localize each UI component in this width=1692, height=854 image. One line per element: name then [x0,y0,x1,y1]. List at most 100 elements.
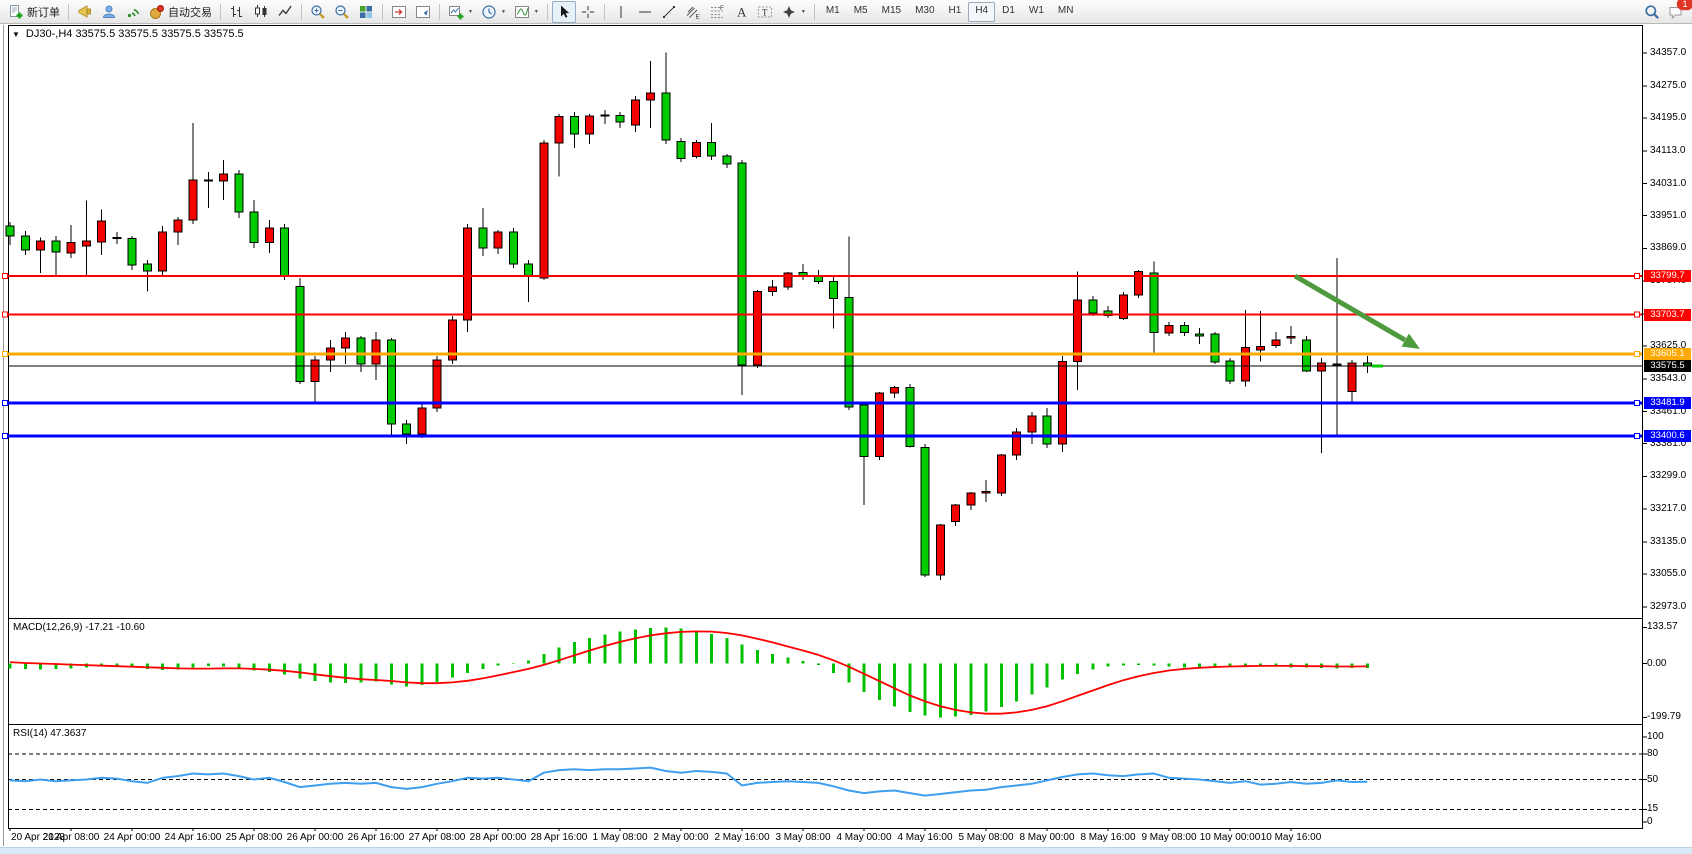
crosshair-button[interactable] [576,1,600,23]
bar-chart-icon [229,4,245,20]
zoom-out-button[interactable] [330,1,354,23]
trend-arrow-annotation[interactable] [1293,273,1420,349]
time-tick-label: 9 May 08:00 [1141,832,1197,843]
line-handle[interactable] [1634,351,1640,357]
candle [1118,292,1128,320]
horizontal-line[interactable] [2,400,1643,407]
line-handle[interactable] [1634,400,1640,407]
chevron-down-icon[interactable]: ▼ [800,8,806,15]
time-tick-label: 24 Apr 00:00 [103,832,161,843]
candle [478,208,488,256]
arrows-icon [781,4,797,20]
candle [341,332,350,364]
fibonacci-button[interactable]: F [705,1,729,23]
alerts-button[interactable] [73,1,97,23]
candle [447,316,457,364]
timeframe-m1-button[interactable]: M1 [825,4,840,16]
chart-shift-icon [391,4,407,20]
time-tick-label: 24 Apr 16:00 [164,832,222,843]
new-order-button[interactable]: 新订单 [4,1,64,23]
line-handle[interactable] [1634,432,1640,439]
svg-text:T: T [762,7,768,17]
candle [661,52,671,144]
text-button[interactable]: A [729,1,753,23]
zoom-out-icon [334,4,350,20]
zoom-in-button[interactable] [306,1,330,23]
candle [630,96,640,132]
macd-histogram [8,627,1369,718]
line-handle[interactable] [2,400,8,407]
template-icon [514,4,530,20]
tile-windows-icon [358,4,374,20]
person-icon [101,4,117,20]
time-tick-label: 26 Apr 16:00 [347,832,405,843]
rsi-line [9,766,1368,797]
arrows-button[interactable]: ▼ [777,1,810,23]
text-icon: A [733,4,749,20]
toolbar-separator [68,3,69,20]
notifications-button[interactable]: 1 [1664,0,1692,23]
community-button[interactable] [97,1,121,23]
horizontal-line[interactable] [2,351,1643,357]
channel-button[interactable]: E [681,1,705,23]
timeframe-d1-button[interactable]: D1 [1002,4,1015,16]
time-tick-label: 20 Apr 2023 [11,832,65,843]
chevron-down-icon[interactable]: ▼ [500,8,506,15]
candle [1073,271,1082,390]
chevron-down-icon[interactable]: ▼ [533,8,539,15]
candle [524,260,533,302]
timeframe-h1-button[interactable]: H1 [948,4,962,16]
candle [798,264,808,280]
period-button[interactable]: ▼ [477,1,510,23]
candle [66,225,76,258]
cursor-button[interactable] [551,0,576,23]
chevron-down-icon[interactable]: ▼ [468,8,473,15]
auto-trading-button[interactable]: 自动交易 [145,1,216,23]
candle [783,272,793,290]
timeframe-w1-button[interactable]: W1 [1028,4,1044,16]
candle [676,138,686,162]
line-handle[interactable] [1634,311,1640,318]
fibonacci-icon: F [709,4,725,20]
line-handle[interactable] [1634,273,1640,280]
search-button[interactable] [1640,1,1664,23]
line-handle[interactable] [2,351,8,357]
vertical-line-button[interactable] [609,1,633,23]
candlestick-chart-button[interactable] [249,1,273,23]
line-handle[interactable] [2,273,8,280]
timeframe-mn-button[interactable]: MN [1057,4,1074,16]
bar-chart-button[interactable] [225,1,249,23]
candle [737,160,747,395]
horizontal-line[interactable] [2,311,1643,318]
timeframe-m30-button[interactable]: M30 [915,4,935,16]
candle [844,236,854,410]
time-tick-label: 8 May 16:00 [1080,832,1136,843]
svg-text:A: A [737,4,747,19]
horizontal-line[interactable] [2,432,1643,439]
candle [1103,306,1113,318]
candle [463,224,472,332]
chart-collapse-icon[interactable]: ▼ [12,29,20,39]
trendline-button[interactable] [657,1,681,23]
line-chart-button[interactable] [273,1,297,23]
candle [1088,296,1098,316]
status-strip [0,847,1692,854]
new-chart-button[interactable]: ▼ [444,1,477,23]
label-button[interactable]: T [753,1,777,23]
candle [402,420,411,444]
timeframe-h4-button[interactable]: H4 [968,1,996,22]
line-handle[interactable] [2,311,8,318]
time-tick-label: 10 May 16:00 [1260,832,1322,843]
horizontal-line-button[interactable] [633,1,657,23]
candle [5,222,15,245]
template-button[interactable]: ▼ [510,1,543,23]
horizontal-line[interactable] [2,273,1643,280]
auto-scroll-button[interactable] [411,1,435,23]
line-handle[interactable] [2,432,8,439]
chart-shift-button[interactable] [387,1,411,23]
timeframe-m5-button[interactable]: M5 [853,4,868,16]
timeframe-m15-button[interactable]: M15 [881,4,902,16]
tile-windows-button[interactable] [354,1,378,23]
signals-button[interactable] [121,1,145,23]
